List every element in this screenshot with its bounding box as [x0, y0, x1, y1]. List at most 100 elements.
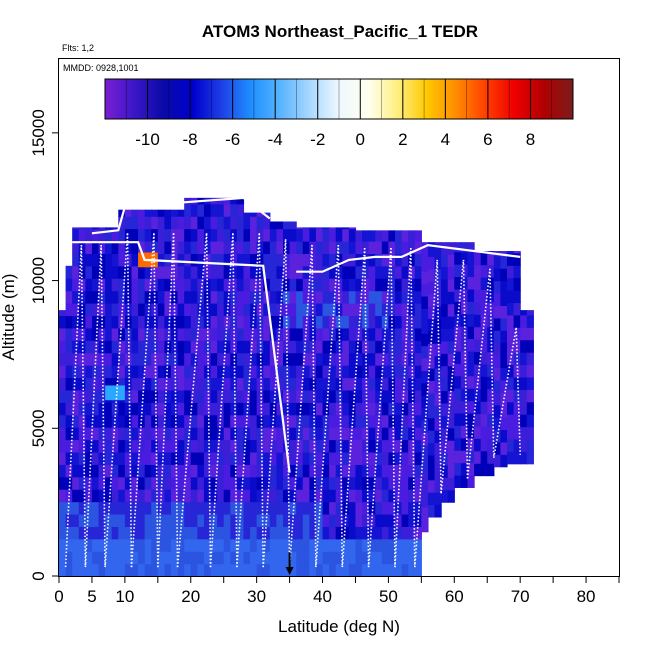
heatmap-cell — [151, 352, 159, 366]
heatmap-cell — [124, 513, 133, 527]
heatmap-cell — [250, 414, 258, 428]
heatmap-cell — [144, 240, 152, 254]
heatmap-cell — [362, 501, 370, 515]
heatmap-cell — [197, 427, 205, 441]
heatmap-cell — [388, 501, 396, 515]
heatmap-cell — [368, 451, 376, 465]
heatmap-cell — [309, 414, 317, 428]
heatmap-cell — [177, 501, 185, 515]
heatmap-cell — [296, 389, 304, 403]
heatmap-cell — [171, 538, 179, 552]
heatmap-cell — [124, 551, 133, 565]
heatmap-cell — [421, 246, 429, 260]
heatmap-cell — [98, 427, 106, 441]
heatmap-cell — [190, 402, 198, 416]
heatmap-cell — [302, 439, 310, 453]
heatmap-cell — [388, 451, 396, 465]
heatmap-cell — [487, 339, 495, 353]
heatmap-cell — [427, 442, 436, 456]
heatmap-cell — [72, 240, 80, 254]
heatmap-cell — [151, 526, 159, 540]
heatmap-cell — [434, 492, 442, 506]
heatmap-cell — [59, 414, 67, 428]
heatmap-cell — [78, 389, 86, 403]
heatmap-cell — [427, 405, 436, 419]
heatmap-cell — [217, 439, 225, 453]
heatmap-cell — [65, 327, 73, 341]
heatmap-cell — [203, 464, 212, 478]
heatmap-cell — [157, 489, 166, 503]
heatmap-cell — [289, 427, 297, 441]
heatmap-cell — [197, 203, 205, 217]
heatmap-cell — [395, 489, 403, 503]
heatmap-cell — [184, 538, 192, 552]
heatmap-cell — [171, 253, 179, 267]
heatmap-cell — [381, 513, 390, 527]
heatmap-cell — [309, 377, 317, 391]
heatmap-cell — [157, 427, 166, 441]
heatmap-cell — [355, 563, 363, 577]
heatmap-cell — [184, 551, 192, 565]
heatmap-cell — [124, 209, 133, 217]
heatmap-cell — [190, 315, 198, 329]
heatmap-cell — [59, 489, 67, 503]
heatmap-cell — [256, 538, 264, 552]
heatmap-cell — [355, 389, 363, 403]
heatmap-cell — [335, 501, 343, 515]
heatmap-cell — [263, 216, 271, 230]
heatmap-cell — [91, 389, 100, 403]
heatmap-cell — [289, 501, 297, 515]
heatmap-cell — [269, 352, 278, 366]
heatmap-cell — [144, 216, 152, 230]
heatmap-cell — [335, 551, 343, 565]
heatmap-cell — [223, 389, 231, 403]
heatmap-cell — [375, 315, 383, 329]
heatmap-cell — [144, 551, 152, 565]
heatmap-cell — [388, 303, 396, 317]
heatmap-cell — [217, 327, 225, 341]
heatmap-cell — [315, 327, 324, 341]
heatmap-cell — [144, 265, 152, 279]
heatmap-cell — [447, 316, 455, 330]
heatmap-cell — [474, 376, 482, 390]
profile-ascent — [367, 248, 392, 568]
heatmap-cell — [250, 278, 258, 292]
heatmap-cell — [184, 501, 192, 515]
heatmap-cell — [151, 563, 159, 577]
heatmap-cell — [236, 327, 245, 341]
heatmap-cell — [454, 301, 462, 315]
heatmap-cell — [434, 392, 442, 406]
heatmap-cell — [157, 402, 166, 416]
heatmap-cell — [203, 303, 212, 317]
heatmap-cell — [184, 240, 192, 254]
heatmap-cell — [447, 427, 455, 441]
heatmap-cell — [401, 253, 409, 267]
heatmap-cell — [98, 513, 106, 527]
heatmap-cell — [85, 513, 93, 527]
heatmap-cell — [263, 427, 271, 441]
heatmap-cell — [401, 489, 409, 503]
heatmap-cell — [434, 293, 442, 307]
heatmap-cell — [138, 216, 146, 230]
heatmap-cell — [322, 340, 330, 354]
heatmap-cell — [276, 290, 284, 304]
heatmap-cell — [368, 476, 376, 490]
heatmap-cell — [414, 489, 422, 503]
heatmap-cell — [144, 209, 152, 217]
heatmap-cell — [342, 489, 350, 503]
heatmap-cell — [250, 538, 258, 552]
heatmap-cell — [355, 551, 363, 565]
heatmap-cell — [177, 526, 185, 540]
heatmap-cell — [322, 439, 330, 453]
heatmap-cell — [381, 563, 390, 577]
heatmap-cell — [263, 315, 271, 329]
heatmap-cell — [263, 501, 271, 515]
heatmap-cell — [441, 415, 449, 429]
heatmap-cell — [474, 425, 482, 439]
heatmap-cell — [197, 489, 205, 503]
heatmap-cell — [111, 227, 119, 230]
heatmap-cell — [138, 240, 146, 254]
heatmap-cell — [59, 439, 67, 453]
heatmap-cell — [322, 526, 330, 540]
heatmap-cell — [526, 352, 534, 366]
